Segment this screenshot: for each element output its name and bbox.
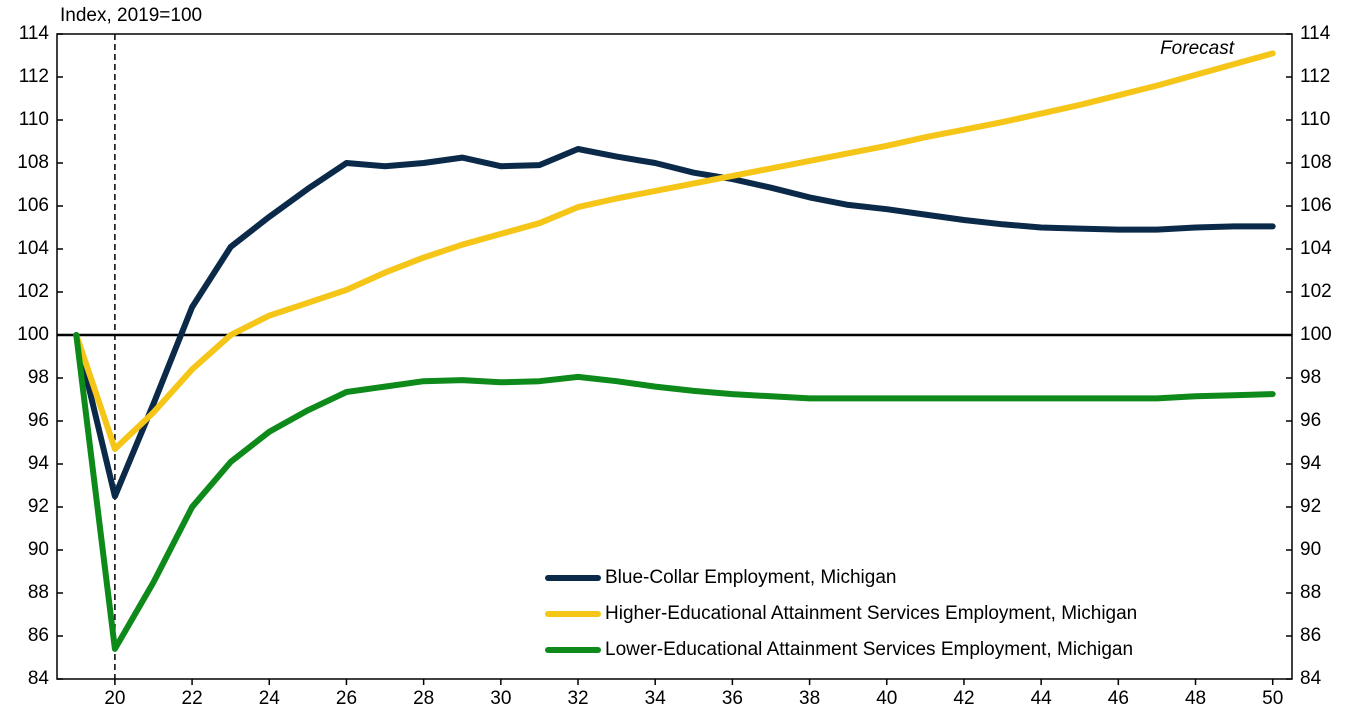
y-tick-label: 94 (28, 453, 50, 474)
series-line (73, 146, 1276, 500)
y-tick-label: 98 (28, 367, 49, 388)
annotation: Forecast (1160, 38, 1235, 59)
y-tick-label: 90 (28, 539, 49, 560)
y2-tick-label: 96 (1300, 410, 1321, 431)
x-tick-label: 24 (259, 688, 281, 709)
y-tick-label: 100 (17, 324, 49, 345)
y-tick-label: 114 (19, 23, 50, 44)
x-tick-label: 28 (413, 688, 434, 709)
y-tick-label: 108 (17, 152, 49, 173)
y2-tick-label: 94 (1300, 453, 1322, 474)
legend-label: Blue-Collar Employment, Michigan (605, 567, 896, 588)
legend-label: Lower-Educational Attainment Services Em… (605, 639, 1133, 660)
x-tick-label: 40 (876, 688, 897, 709)
y2-tick-label: 104 (1300, 238, 1332, 259)
x-tick-label: 42 (953, 688, 974, 709)
y2-tick-label: 108 (1300, 152, 1332, 173)
x-tick-label: 22 (182, 688, 203, 709)
y-tick-label: 102 (17, 281, 49, 302)
y2-tick-label: 106 (1300, 195, 1332, 216)
x-tick-label: 48 (1185, 688, 1206, 709)
y2-tick-label: 98 (1300, 367, 1321, 388)
y-tick-label: 96 (28, 410, 49, 431)
y-tick-label: 112 (19, 66, 49, 87)
y-tick-label: 86 (28, 625, 49, 646)
x-tick-label: 50 (1262, 688, 1283, 709)
x-tick-label: 34 (645, 688, 667, 709)
y2-tick-label: 102 (1300, 281, 1332, 302)
y2-tick-label: 84 (1300, 668, 1322, 689)
y2-tick-label: 114 (1300, 23, 1331, 44)
y2-tick-label: 92 (1300, 496, 1321, 517)
y-tick-label: 110 (19, 109, 49, 130)
x-tick-label: 46 (1108, 688, 1129, 709)
y2-tick-label: 112 (1300, 66, 1330, 87)
y2-tick-label: 86 (1300, 625, 1321, 646)
x-tick-label: 36 (722, 688, 743, 709)
plot-frame (56, 33, 1293, 680)
y2-tick-label: 90 (1300, 539, 1321, 560)
x-tick-label: 38 (799, 688, 820, 709)
x-tick-label: 30 (490, 688, 511, 709)
y-tick-label: 104 (17, 238, 49, 259)
y-tick-label: 106 (17, 195, 49, 216)
y-tick-label: 92 (28, 496, 49, 517)
y-tick-label: 84 (28, 668, 50, 689)
y-axis-label: Index, 2019=100 (60, 5, 202, 26)
y2-tick-label: 100 (1300, 324, 1332, 345)
x-tick-label: 20 (104, 688, 125, 709)
x-tick-label: 44 (1031, 688, 1053, 709)
y2-tick-label: 110 (1300, 109, 1330, 130)
y2-tick-label: 88 (1300, 582, 1321, 603)
x-tick-label: 26 (336, 688, 357, 709)
series-line (73, 50, 1276, 452)
y-tick-label: 88 (28, 582, 49, 603)
legend-label: Higher-Educational Attainment Services E… (605, 603, 1137, 624)
series-line (73, 332, 1276, 652)
x-tick-label: 32 (567, 688, 588, 709)
